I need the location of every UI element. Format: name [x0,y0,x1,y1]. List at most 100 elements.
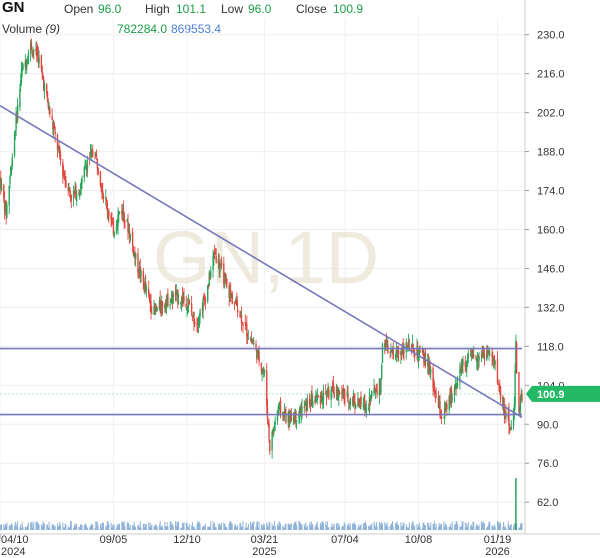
candle-body [36,53,39,56]
volume-bar [204,523,206,530]
y-tick-label: 76.0 [537,458,558,470]
candle-body [58,146,60,148]
candle-body [262,369,264,372]
candle-body [480,355,483,357]
volume-bar [309,525,311,530]
candle-body [234,301,237,303]
open-label: Open [64,2,94,16]
candle-body [101,188,103,194]
volume-bar [423,522,425,530]
volume-bar [424,525,426,530]
candle-body [97,167,99,174]
volume-bar [53,526,55,530]
volume-bar [365,521,367,530]
volume-bar [401,527,403,530]
volume-bar [513,525,515,530]
volume-bar [400,522,402,530]
candle-body [496,359,499,384]
volume-bar [499,524,501,530]
volume-bar [0,524,2,530]
candle-body [52,121,54,129]
candle-body [413,349,415,351]
volume-bar [306,525,308,530]
candle-body [91,150,93,152]
volume-bar [322,522,324,530]
volume-bar [78,526,80,530]
candle-body [461,362,463,368]
trendline-descending[interactable] [0,104,523,418]
volume-bar [221,522,223,530]
candle-body [223,274,226,285]
candle-body [427,358,429,366]
volume-bar [429,525,431,530]
volume-bar [398,524,400,530]
candle-body [368,396,371,412]
candle-body [176,290,178,292]
volume-bar [53,525,55,530]
candle-body [322,399,324,404]
volume-bar [494,526,496,530]
volume-bar [294,522,296,530]
volume-bar [444,523,446,530]
volume-bar [247,527,249,530]
candle-body [294,409,296,424]
candle-body [327,389,329,393]
volume-bar [171,523,173,530]
candle-body [397,351,399,355]
volume-bar [231,523,233,530]
candle-body [440,417,443,419]
candle-body [33,49,35,52]
volume-bar [365,524,367,530]
candle-body [193,321,196,326]
candle-body [134,252,136,258]
x-tick-label: 09/05 [100,534,128,546]
volume-bar [272,525,274,530]
candle-body [438,402,440,409]
volume-bar [370,526,372,530]
candle-body [332,382,335,392]
volume-bar [395,523,397,530]
candle-body [43,83,46,92]
volume-bar [210,521,212,530]
volume-bar [418,522,420,530]
candle-body [320,396,322,402]
candle-body [31,52,33,55]
volume-bar [198,522,200,530]
candle-body [72,190,75,199]
volume-bar [106,525,108,530]
candle-body [499,386,502,399]
volume-bar [384,522,386,530]
candle-body [277,407,279,412]
candle-body [48,105,50,110]
volume-bar [41,526,43,530]
open-value: 96.0 [98,2,122,16]
candle-body [208,272,210,286]
volume-bar [496,521,498,530]
volume-bar [336,522,338,530]
volume-bar [290,523,292,530]
candle-body [177,289,179,304]
candle-body [172,293,174,304]
volume-bar [85,525,87,530]
candle-body [19,80,22,87]
volume-bar [121,521,123,530]
candle-body [434,392,437,399]
candle-body [363,402,365,404]
candle-body [341,392,343,394]
volume-bar [408,522,410,530]
volume-bar [427,522,429,530]
volume-bar [402,522,404,530]
candle-body [134,252,137,260]
candle-body [220,262,223,266]
volume-bar [215,527,217,530]
candle-body [466,356,469,362]
candle-body [295,420,298,422]
y-tick-label: 90.0 [537,419,558,431]
candle-body [252,340,254,345]
volume-bar [460,525,462,530]
candle-body [433,389,436,394]
candle-body [245,324,247,326]
volume-bar [450,523,452,530]
volume-bar [427,523,429,530]
